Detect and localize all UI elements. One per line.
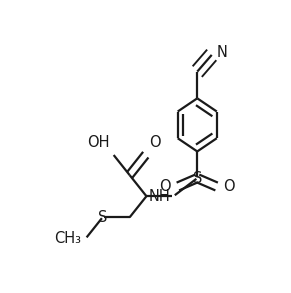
Text: OH: OH xyxy=(87,135,110,150)
Text: N: N xyxy=(217,45,228,60)
Text: CH₃: CH₃ xyxy=(54,231,81,246)
Text: O: O xyxy=(150,135,161,150)
Text: O: O xyxy=(223,179,235,194)
Text: S: S xyxy=(193,171,202,186)
Text: O: O xyxy=(159,179,171,194)
Text: NH: NH xyxy=(148,189,170,204)
Text: S: S xyxy=(98,210,107,225)
